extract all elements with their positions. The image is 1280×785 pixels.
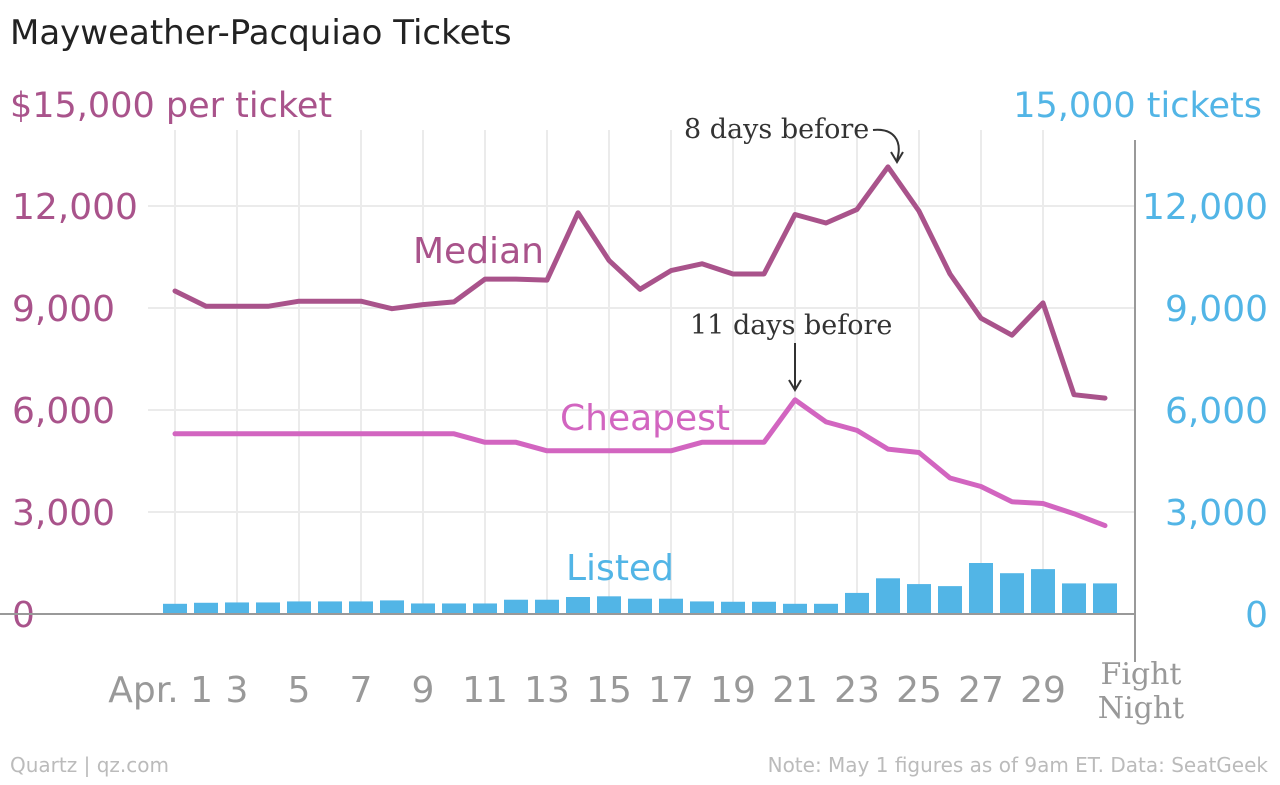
listed-bar	[566, 597, 590, 614]
x-tick-label: 5	[288, 670, 311, 711]
listed-bar	[783, 603, 807, 614]
listed-bar	[194, 602, 218, 614]
listed-bars	[163, 563, 1117, 614]
right-axis-label: 15,000 tickets	[1013, 86, 1262, 126]
x-tick-label: 3	[226, 670, 249, 711]
x-tick-label-night: Night	[1098, 691, 1184, 726]
listed-bar	[349, 601, 373, 614]
listed-bar	[907, 584, 931, 614]
left-tick-label: 0	[12, 595, 35, 636]
x-tick-label: Apr. 1	[108, 670, 213, 711]
left-tick-label: 6,000	[12, 391, 115, 432]
listed-bar	[690, 601, 714, 614]
grid	[148, 130, 1135, 614]
left-axis-label: $15,000 per ticket	[10, 86, 332, 126]
listed-bar	[411, 603, 435, 614]
x-tick-label: 21	[772, 670, 818, 711]
x-tick-label-fight: Fight	[1101, 657, 1182, 692]
listed-bar	[225, 602, 249, 614]
x-tick-label: 29	[1020, 670, 1066, 711]
chart-title: Mayweather-Pacquiao Tickets	[10, 13, 512, 53]
listed-bar	[1031, 569, 1055, 614]
listed-bar	[256, 602, 280, 614]
annotation-median-peak: 8 days before	[684, 114, 869, 145]
listed-bar	[659, 598, 683, 614]
listed-bar	[535, 599, 559, 614]
listed-bar	[597, 596, 621, 614]
right-tick-label: 3,000	[1165, 493, 1268, 534]
left-tick-label: 12,000	[12, 187, 138, 228]
listed-series-label: Listed	[566, 548, 674, 589]
footer-source: Quartz | qz.com	[10, 753, 169, 777]
listed-bar	[318, 601, 342, 614]
listed-bar	[721, 601, 745, 614]
annotation-median-arrowhead	[890, 151, 904, 164]
x-tick-label: 25	[896, 670, 942, 711]
listed-bar	[1093, 583, 1117, 614]
listed-bar	[752, 601, 776, 614]
listed-bar	[1062, 583, 1086, 614]
left-tick-label: 9,000	[12, 289, 115, 330]
annotation-median-arrow	[872, 128, 900, 161]
listed-bar	[969, 563, 993, 614]
price-lines	[172, 164, 1108, 529]
x-tick-label: 19	[710, 670, 756, 711]
listed-bar	[504, 599, 528, 614]
listed-bar	[287, 601, 311, 614]
median-line	[172, 164, 1108, 401]
footer-note: Note: May 1 figures as of 9am ET. Data: …	[768, 753, 1269, 777]
annotation-cheapest-peak: 11 days before	[690, 310, 892, 341]
listed-bar	[876, 578, 900, 614]
listed-bar	[163, 603, 187, 614]
cheapest-line	[172, 397, 1108, 529]
annotations: 8 days before 11 days before	[684, 114, 904, 392]
listed-bar	[473, 603, 497, 614]
x-tick-label: 17	[648, 670, 694, 711]
right-tick-label: 12,000	[1142, 187, 1268, 228]
listed-bar	[1000, 573, 1024, 614]
listed-bar	[380, 600, 404, 614]
x-tick-label: 23	[834, 670, 880, 711]
x-tick-label: 15	[586, 670, 632, 711]
right-tick-label: 6,000	[1165, 391, 1268, 432]
x-tick-label: 9	[412, 670, 435, 711]
right-tick-label: 0	[1245, 595, 1268, 636]
listed-bar	[442, 603, 466, 614]
x-tick-label: 11	[462, 670, 508, 711]
right-tick-label: 9,000	[1165, 289, 1268, 330]
left-tick-label: 3,000	[12, 493, 115, 534]
annotation-cheapest-arrowhead	[788, 379, 802, 392]
x-tick-label: 7	[350, 670, 373, 711]
median-series-label: Median	[413, 231, 544, 272]
axes: 0 0 3,000 3,000 6,000 6,000 9,000 9,000 12,000 12…	[0, 140, 1268, 726]
x-tick-label: 27	[958, 670, 1004, 711]
listed-bar	[628, 598, 652, 614]
x-tick-label: 13	[524, 670, 570, 711]
listed-bar	[938, 586, 962, 614]
listed-bar	[845, 592, 869, 614]
cheapest-series-label: Cheapest	[560, 398, 730, 439]
listed-bar	[814, 603, 838, 614]
